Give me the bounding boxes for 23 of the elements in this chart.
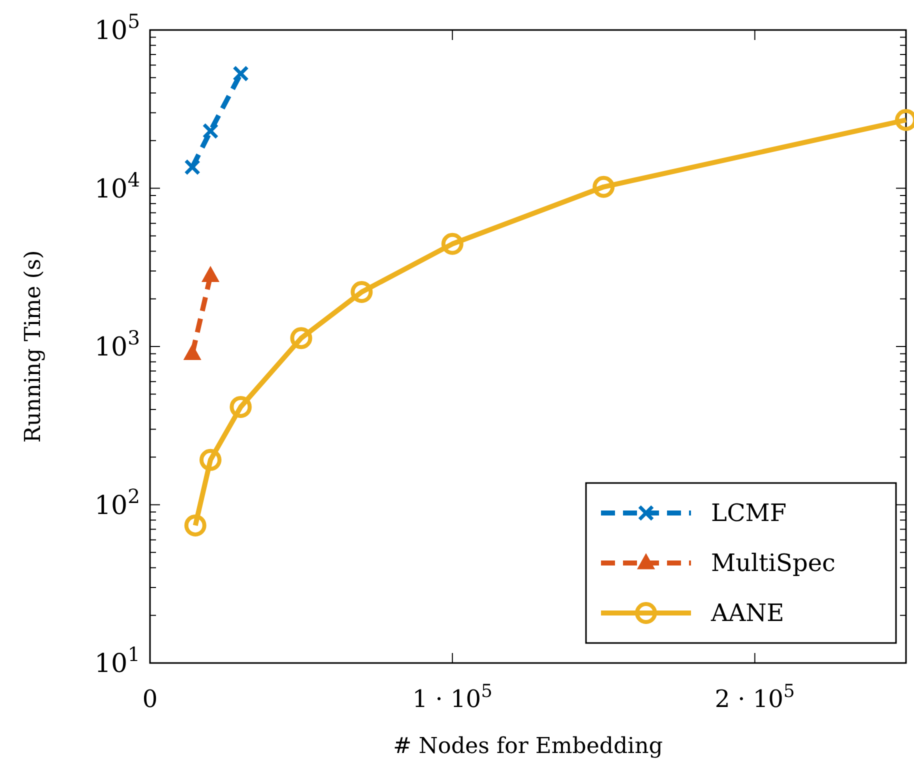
point	[233, 66, 248, 82]
legend-label: MultiSpec	[711, 549, 836, 577]
point	[184, 514, 206, 536]
point	[592, 176, 615, 198]
point	[184, 159, 200, 175]
point	[350, 281, 373, 303]
legend-label: AANE	[710, 599, 784, 627]
y-tick-label: 10$^{4}$	[94, 168, 140, 204]
y-tick-label: 10$^{5}$	[94, 10, 140, 46]
x-tick-label: 1 · 10$^{5}$	[412, 680, 492, 713]
point	[441, 232, 464, 255]
legend-label: LCMF	[711, 499, 787, 527]
point	[290, 327, 312, 350]
x-axis-title: # Nodes for Embedding	[393, 734, 663, 759]
point	[230, 396, 252, 418]
point	[202, 123, 218, 139]
x-tick-label: 0	[142, 685, 158, 713]
y-axis-title: Running Time (s)	[21, 250, 46, 443]
x-tick-label: 2 · 10$^{5}$	[714, 680, 795, 713]
point	[199, 448, 222, 471]
y-tick-label: 10$^{1}$	[94, 642, 140, 679]
y-tick-label: 10$^{2}$	[94, 484, 140, 521]
y-tick-label: 10$^{3}$	[94, 326, 140, 362]
